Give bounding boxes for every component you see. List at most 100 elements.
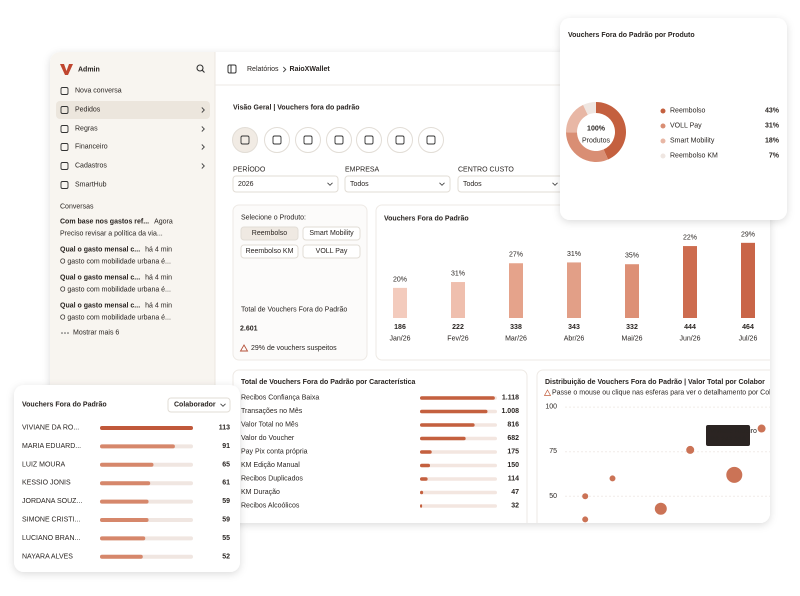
product-card: Vouchers Fora do Padrão por Produto Reemb… xyxy=(560,18,787,220)
row-label: Pay Pix conta própria xyxy=(241,449,308,456)
bar xyxy=(100,499,149,504)
search-icon[interactable] xyxy=(196,64,205,73)
value-label: 32 xyxy=(511,503,519,510)
product-button[interactable] xyxy=(240,226,299,241)
chevron-icon xyxy=(201,163,205,169)
card-frame xyxy=(560,18,787,220)
value-label: 444 xyxy=(684,324,696,331)
legend-dot xyxy=(660,123,666,129)
bar xyxy=(420,504,423,508)
nav-item[interactable]: Regras xyxy=(75,126,98,133)
row-label: Valor do Voucher xyxy=(241,435,295,442)
row-label: SIMONE CRISTI... xyxy=(22,517,80,524)
point[interactable] xyxy=(726,466,743,483)
chevron-icon xyxy=(201,144,205,150)
value-label: 1.008 xyxy=(501,408,519,415)
dropdown[interactable] xyxy=(167,397,231,413)
report-tab[interactable] xyxy=(326,127,352,153)
bar-track xyxy=(420,504,497,508)
product-button[interactable] xyxy=(240,244,299,259)
kpi-value: 2.601 xyxy=(240,326,258,333)
nav-item[interactable]: Financeiro xyxy=(75,144,108,151)
donut-slice[interactable] xyxy=(583,102,596,115)
report-tab[interactable] xyxy=(264,127,290,153)
conversation-title[interactable]: Qual o gasto mensal c... xyxy=(60,275,140,282)
value-label: 1.118 xyxy=(502,395,519,402)
bar xyxy=(567,262,581,318)
conversation-title[interactable]: Com base nos gastos ref... xyxy=(60,219,149,226)
value-label: 52 xyxy=(222,553,230,560)
conversation-preview: Preciso revisar a política da via... xyxy=(60,231,163,238)
legend-dot xyxy=(660,153,666,159)
value-label: 222 xyxy=(452,324,464,331)
more-dot xyxy=(67,332,69,334)
warning-icon xyxy=(239,344,249,352)
bar xyxy=(420,463,431,468)
x-tick-label: Abr/26 xyxy=(564,336,585,343)
row-label: Recibos Alcoólicos xyxy=(241,503,300,510)
show-more[interactable]: Mostrar mais 6 xyxy=(73,330,119,337)
report-tab[interactable] xyxy=(356,127,382,153)
report-tab[interactable] xyxy=(295,127,321,153)
value-label: 113 xyxy=(219,425,230,432)
legend-value: 18% xyxy=(765,138,780,145)
percent-label: 31% xyxy=(451,271,465,278)
product-button-label: Smart Mobility xyxy=(309,230,354,237)
value-label: 332 xyxy=(626,324,638,331)
nav-item[interactable]: Nova conversa xyxy=(75,88,122,95)
sidebar-toggle[interactable] xyxy=(227,64,237,74)
product-button-label: Reembolso xyxy=(252,230,288,237)
bar xyxy=(420,450,432,454)
row-label: LUIZ MOURA xyxy=(22,461,66,468)
x-tick-label: Jul/26 xyxy=(739,336,758,343)
tooltip-name: Viviane Ribeiro xyxy=(710,428,757,435)
value-label: 91 xyxy=(222,443,230,450)
row-label: KM Edição Manual xyxy=(241,462,300,469)
tab-glyph xyxy=(364,135,374,145)
point[interactable] xyxy=(609,475,616,482)
center-sublabel: Produtos xyxy=(582,138,611,145)
point[interactable] xyxy=(757,424,766,433)
filter-label: PERÍODO xyxy=(233,165,266,174)
donut-slice[interactable] xyxy=(596,102,627,160)
value-label: 55 xyxy=(222,535,230,542)
window-content: Admin Visão Geral | Vouchers fora do pad… xyxy=(50,52,770,523)
donut-slice[interactable] xyxy=(566,132,609,162)
filter-select[interactable] xyxy=(344,175,451,193)
bar-track xyxy=(420,477,497,481)
nav-item[interactable]: Pedidos xyxy=(75,107,101,114)
nav-item[interactable]: SmartHub xyxy=(75,182,107,189)
product-button[interactable] xyxy=(302,244,361,259)
nav-item[interactable]: Cadastros xyxy=(75,163,107,170)
value-label: 464 xyxy=(742,324,754,331)
bar xyxy=(100,426,193,430)
report-tab[interactable] xyxy=(232,127,258,153)
report-tab[interactable] xyxy=(387,127,413,153)
filter-value: Todos xyxy=(463,181,482,188)
row-label: NAYARA ALVES xyxy=(22,553,73,560)
value-label: 186 xyxy=(394,324,406,331)
chevron-icon xyxy=(439,182,445,186)
breadcrumb: RaioXWallet xyxy=(290,66,331,73)
donut-slice[interactable] xyxy=(566,104,588,133)
conversation-title[interactable]: Qual o gasto mensal c... xyxy=(60,247,140,254)
bar xyxy=(420,477,428,481)
report-tab[interactable] xyxy=(418,127,444,153)
point[interactable] xyxy=(654,502,667,515)
point[interactable] xyxy=(582,493,589,500)
collaborator-card: Vouchers Fora do Padrão Colaborador VIVIAN… xyxy=(14,385,240,572)
point[interactable] xyxy=(582,516,589,523)
conversation-title[interactable]: Qual o gasto mensal c... xyxy=(60,303,140,310)
legend-value: 43% xyxy=(765,108,780,115)
bar xyxy=(451,282,465,318)
bar xyxy=(100,554,143,559)
filter-label: CENTRO CUSTO xyxy=(458,167,514,174)
bar xyxy=(100,536,146,541)
breadcrumb[interactable]: Relatórios xyxy=(247,66,279,73)
filter-select[interactable] xyxy=(232,175,339,193)
point[interactable] xyxy=(686,445,695,454)
tab-glyph xyxy=(240,135,250,145)
nav-icon xyxy=(60,181,69,189)
product-button[interactable] xyxy=(302,226,361,241)
